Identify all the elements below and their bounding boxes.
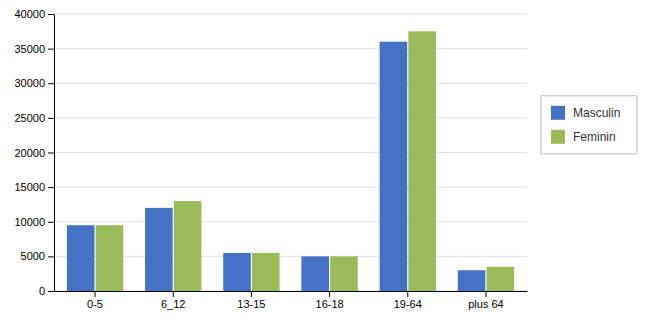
y-axis: 0 5000 10000 15000 20000 25000 30000 35000 40000 [14, 8, 54, 297]
y-tick-label: 40000 [14, 8, 45, 20]
bar [408, 31, 436, 291]
x-tick-mark [251, 291, 252, 297]
x-tick-label: plus 64 [468, 298, 503, 310]
grid-line [54, 256, 527, 257]
x-tick-label: 13-15 [237, 298, 265, 310]
bar [487, 267, 515, 291]
x-tick-mark [407, 291, 408, 297]
y-tick-label: 5000 [21, 250, 45, 262]
legend-item: Feminin [551, 130, 616, 144]
x-tick: 16-18 [316, 291, 344, 310]
y-tick: 35000 [14, 43, 54, 55]
bar [96, 225, 124, 291]
y-tick-label: 15000 [14, 181, 45, 193]
y-tick-label: 20000 [14, 147, 45, 159]
x-tick-mark [173, 291, 174, 297]
y-tick: 25000 [14, 112, 54, 124]
x-tick-mark [95, 291, 96, 297]
legend-item: Masculin [551, 106, 620, 120]
x-tick-label: 6_12 [161, 298, 185, 310]
y-tick-label: 0 [39, 285, 45, 297]
x-tick-mark [485, 291, 486, 297]
y-tick-mark [48, 187, 54, 188]
x-axis: 0-5 6_12 13-15 16-18 19-64 plus 64 [55, 291, 528, 310]
y-tick-label: 10000 [14, 216, 45, 228]
x-axis-line [55, 291, 528, 292]
y-tick-mark [48, 222, 54, 223]
grid-line [54, 117, 527, 118]
y-tick: 15000 [14, 181, 54, 193]
legend-swatch [551, 106, 565, 120]
grid-line [54, 152, 527, 153]
y-axis-line [54, 15, 55, 292]
y-tick: 10000 [14, 216, 54, 228]
bar [301, 256, 329, 291]
legend-swatch [551, 130, 565, 144]
grid [54, 14, 527, 291]
chart: 0 5000 10000 15000 20000 25000 30000 35000 40000… [0, 0, 647, 321]
legend-frame [541, 96, 637, 154]
y-tick-mark [48, 118, 54, 119]
y-tick: 0 [39, 285, 54, 297]
x-tick: 0-5 [87, 291, 103, 310]
bar [145, 208, 173, 291]
plot: 0 5000 10000 15000 20000 25000 30000 35000 40000… [14, 8, 527, 310]
bar [174, 201, 202, 291]
y-tick-mark [48, 256, 54, 257]
x-tick: plus 64 [468, 291, 503, 310]
y-tick-mark [48, 14, 54, 15]
y-tick-mark [48, 153, 54, 154]
y-tick-label: 35000 [14, 43, 45, 55]
grid-line [54, 14, 527, 15]
bars [67, 31, 514, 291]
grid-line [54, 83, 527, 84]
grid-line [54, 48, 527, 49]
y-tick-mark [48, 49, 54, 50]
x-tick-label: 0-5 [87, 298, 103, 310]
legend-label: Feminin [573, 130, 616, 144]
y-tick: 40000 [14, 8, 54, 20]
x-tick: 13-15 [237, 291, 265, 310]
bar [330, 256, 358, 291]
y-tick-label: 30000 [14, 77, 45, 89]
bar-series [96, 31, 515, 291]
x-tick-mark [329, 291, 330, 297]
x-tick: 19-64 [394, 291, 422, 310]
y-tick: 20000 [14, 147, 54, 159]
y-tick: 5000 [21, 250, 54, 262]
x-tick-label: 19-64 [394, 298, 422, 310]
bar [380, 42, 408, 291]
legend-label: Masculin [573, 106, 620, 120]
y-tick: 30000 [14, 77, 54, 89]
y-tick-label: 25000 [14, 112, 45, 124]
x-tick-label: 16-18 [316, 298, 344, 310]
grid-line [54, 221, 527, 222]
bar [67, 225, 95, 291]
grid-line [54, 187, 527, 188]
grid-line [54, 291, 527, 292]
bar [252, 253, 280, 291]
bar [223, 253, 251, 291]
bar [458, 270, 486, 291]
legend: Masculin Feminin [541, 96, 637, 154]
y-tick-mark [48, 291, 54, 292]
y-tick-mark [48, 83, 54, 84]
x-tick: 6_12 [161, 291, 185, 310]
